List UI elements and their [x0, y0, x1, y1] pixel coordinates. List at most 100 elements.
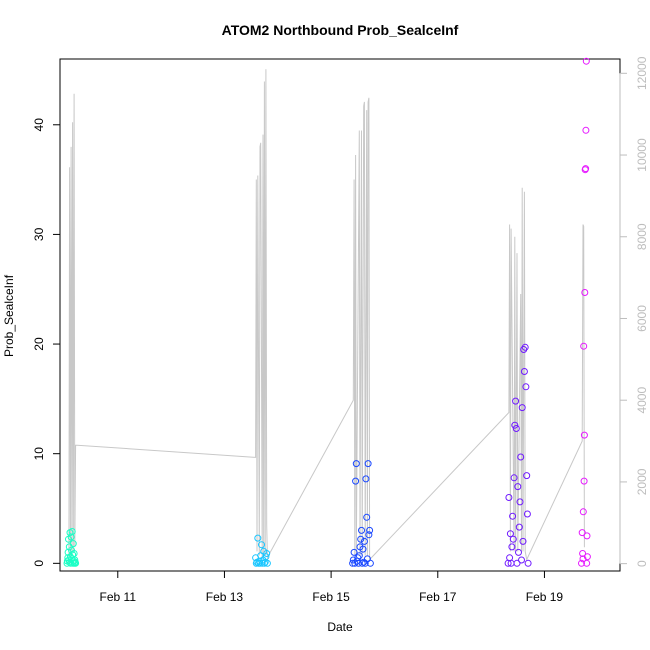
y-right-tick-label: 8000	[635, 223, 649, 250]
x-axis: Feb 11 Feb 13 Feb 15 Feb 17 Feb 19	[100, 570, 564, 604]
x-tick-label: Feb 19	[526, 590, 564, 604]
data-point	[358, 526, 365, 534]
data-point	[263, 559, 271, 567]
y-left-tick-label: 10	[32, 447, 46, 461]
data-point	[69, 540, 77, 548]
x-tick-label: Feb 17	[419, 590, 457, 604]
data-point	[262, 553, 270, 561]
y-right-tick-label: 10000	[635, 138, 649, 172]
x-tick-label: Feb 11	[100, 590, 137, 604]
data-point	[579, 555, 587, 563]
data-point	[581, 289, 589, 296]
y-left-tick-label: 0	[32, 560, 46, 567]
data-point	[352, 460, 360, 468]
data-point	[580, 431, 588, 439]
right-axis-line-series	[68, 69, 585, 564]
plot-border	[59, 58, 621, 572]
data-point	[363, 513, 371, 521]
y-axis-left: 0 10 20 30 40	[32, 118, 61, 567]
x-tick-label: Feb 15	[312, 590, 350, 604]
data-point	[512, 397, 520, 405]
data-point	[514, 483, 522, 491]
data-point	[358, 559, 366, 567]
y-right-tick-label: 12000	[635, 56, 649, 90]
data-point	[516, 498, 524, 506]
data-point	[509, 512, 517, 520]
x-axis-label: Date	[327, 620, 353, 634]
data-point	[521, 343, 529, 351]
data-point	[518, 404, 526, 412]
data-point	[355, 552, 363, 560]
data-point	[351, 559, 359, 567]
scatter-points	[63, 57, 591, 567]
data-point	[68, 528, 76, 535]
data-point	[582, 57, 590, 65]
data-point	[263, 550, 271, 557]
data-point	[70, 550, 78, 557]
data-point	[583, 553, 591, 561]
data-point	[583, 532, 591, 540]
y-right-tick-label: 6000	[635, 305, 649, 332]
y-axis-right: 0 2000 4000 6000 8000 10000 12000	[619, 56, 649, 567]
series-group-5	[578, 57, 591, 567]
data-point	[513, 559, 521, 567]
data-point	[350, 548, 358, 556]
data-point	[361, 559, 369, 567]
data-point	[523, 510, 531, 518]
data-point	[583, 559, 591, 567]
data-point	[364, 460, 372, 468]
data-point	[520, 368, 528, 375]
data-point	[260, 559, 268, 567]
data-point	[360, 537, 368, 545]
data-point	[258, 559, 266, 567]
data-point	[518, 556, 525, 564]
data-point	[582, 126, 590, 134]
series-group-4	[504, 343, 532, 567]
y-axis-label: Prob_SealceInf	[2, 274, 16, 357]
data-point	[580, 342, 588, 350]
data-point	[362, 475, 370, 483]
data-point	[519, 537, 527, 545]
data-point	[578, 529, 586, 537]
data-point	[579, 550, 587, 557]
data-point	[582, 165, 590, 173]
data-point	[365, 531, 373, 539]
data-point	[523, 472, 531, 480]
y-left-tick-label: 30	[32, 227, 46, 241]
data-point	[258, 541, 265, 549]
data-point	[579, 508, 587, 516]
chart-title: ATOM2 Northbound Prob_SealceInf	[222, 22, 459, 38]
data-point	[509, 535, 517, 543]
data-point	[524, 559, 532, 567]
y-left-tick-label: 20	[32, 337, 46, 351]
data-point	[522, 383, 530, 391]
y-right-tick-label: 0	[635, 560, 649, 567]
data-point	[355, 559, 362, 567]
data-point	[359, 545, 367, 553]
data-point	[515, 523, 523, 531]
data-point	[515, 548, 522, 556]
data-point	[512, 425, 520, 432]
data-point	[508, 543, 516, 551]
series-line	[68, 69, 585, 564]
series-group-2	[252, 534, 271, 567]
data-point	[366, 526, 374, 534]
data-point	[366, 559, 374, 567]
data-point	[505, 494, 513, 501]
series-group-1	[63, 528, 80, 567]
data-point	[72, 559, 80, 567]
y-right-tick-label: 4000	[635, 387, 649, 414]
data-point	[510, 474, 518, 482]
data-point	[578, 559, 585, 567]
data-point	[580, 477, 588, 485]
x-tick-label: Feb 13	[206, 590, 244, 604]
series-group-3	[349, 460, 374, 567]
data-point	[517, 453, 525, 461]
data-point	[254, 534, 262, 542]
data-point	[506, 530, 514, 538]
data-point	[352, 477, 360, 485]
y-right-tick-label: 2000	[635, 468, 649, 495]
data-point	[511, 421, 519, 429]
y-left-tick-label: 40	[32, 118, 46, 132]
